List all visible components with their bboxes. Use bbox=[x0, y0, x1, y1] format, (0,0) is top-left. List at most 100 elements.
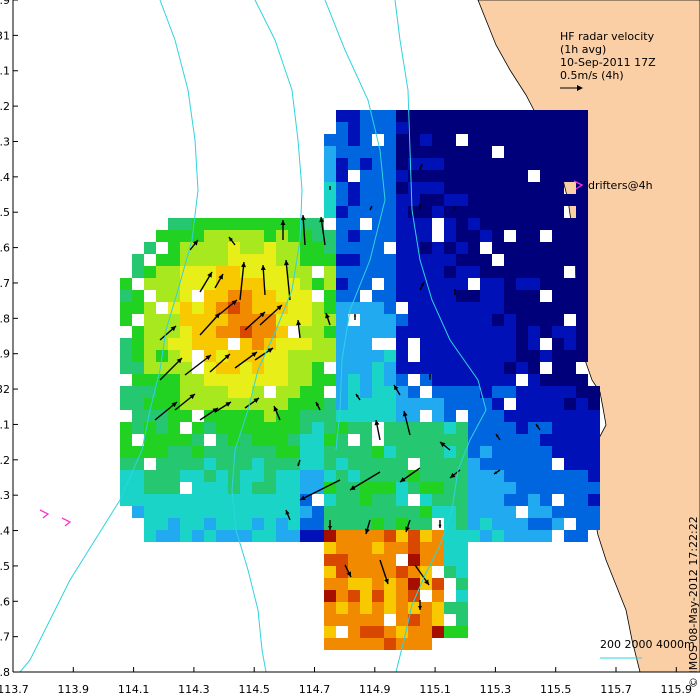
contour-2000m bbox=[231, 0, 303, 672]
radar-cell bbox=[276, 422, 288, 434]
y-tick-label: −32.5 bbox=[0, 560, 10, 573]
radar-cell bbox=[516, 398, 528, 410]
radar-cell bbox=[168, 218, 180, 230]
radar-cell bbox=[444, 326, 456, 338]
radar-cell bbox=[492, 386, 504, 398]
radar-cell bbox=[336, 398, 348, 410]
radar-cell bbox=[540, 398, 552, 410]
radar-cell bbox=[216, 410, 228, 422]
legend-title: HF radar velocity bbox=[560, 30, 655, 43]
bathymetry-contours bbox=[19, 0, 487, 672]
radar-cell bbox=[336, 386, 348, 398]
radar-cell bbox=[240, 290, 252, 302]
radar-cell bbox=[192, 230, 204, 242]
velocity-arrowhead bbox=[205, 355, 211, 361]
radar-cell bbox=[420, 470, 432, 482]
radar-cell bbox=[432, 422, 444, 434]
radar-cell bbox=[336, 614, 348, 626]
radar-cell bbox=[480, 206, 492, 218]
radar-cell bbox=[396, 482, 408, 494]
radar-cell bbox=[276, 350, 288, 362]
radar-cell bbox=[564, 290, 576, 302]
radar-cell bbox=[420, 638, 432, 650]
radar-cell bbox=[480, 230, 492, 242]
radar-cell bbox=[564, 254, 576, 266]
radar-cell bbox=[576, 482, 588, 494]
radar-cell bbox=[576, 182, 588, 194]
radar-cell bbox=[348, 542, 360, 554]
radar-cell bbox=[300, 230, 312, 242]
radar-cell bbox=[444, 566, 456, 578]
radar-cell bbox=[408, 290, 420, 302]
radar-cell bbox=[480, 302, 492, 314]
radar-cell bbox=[480, 530, 492, 542]
radar-cell bbox=[564, 434, 576, 446]
radar-cell bbox=[156, 494, 168, 506]
radar-cell bbox=[444, 398, 456, 410]
radar-cell bbox=[468, 182, 480, 194]
radar-cell bbox=[516, 422, 528, 434]
radar-cell bbox=[540, 206, 552, 218]
radar-cell bbox=[288, 350, 300, 362]
radar-cell bbox=[312, 482, 324, 494]
radar-cell bbox=[564, 242, 576, 254]
radar-cell bbox=[372, 182, 384, 194]
radar-cell bbox=[276, 494, 288, 506]
x-tick-label: 114.7 bbox=[299, 683, 331, 696]
radar-cell bbox=[276, 242, 288, 254]
radar-cell bbox=[396, 254, 408, 266]
radar-cell bbox=[396, 230, 408, 242]
radar-cell bbox=[504, 350, 516, 362]
radar-cell bbox=[360, 206, 372, 218]
radar-cell bbox=[540, 386, 552, 398]
radar-cell bbox=[456, 230, 468, 242]
radar-cell bbox=[504, 362, 516, 374]
radar-cell bbox=[240, 458, 252, 470]
radar-cell bbox=[516, 530, 528, 542]
radar-cell bbox=[228, 350, 240, 362]
radar-cell bbox=[348, 530, 360, 542]
radar-cell bbox=[156, 386, 168, 398]
radar-cell bbox=[504, 194, 516, 206]
radar-cell bbox=[120, 338, 132, 350]
radar-cell bbox=[384, 386, 396, 398]
radar-cell bbox=[384, 638, 396, 650]
velocity-arrowhead bbox=[420, 164, 423, 167]
radar-cell bbox=[168, 374, 180, 386]
radar-cell bbox=[240, 518, 252, 530]
y-tick-label: −32.8 bbox=[0, 666, 10, 679]
radar-cell bbox=[360, 362, 372, 374]
radar-cell bbox=[492, 230, 504, 242]
velocity-arrow bbox=[299, 479, 341, 501]
radar-cell bbox=[492, 434, 504, 446]
radar-cell bbox=[528, 110, 540, 122]
radar-cell bbox=[120, 398, 132, 410]
radar-cell bbox=[516, 194, 528, 206]
radar-cell bbox=[540, 146, 552, 158]
radar-cell bbox=[408, 446, 420, 458]
radar-cell bbox=[372, 326, 384, 338]
radar-cell bbox=[468, 398, 480, 410]
radar-cell bbox=[204, 482, 216, 494]
radar-cell bbox=[420, 578, 432, 590]
radar-cell bbox=[132, 350, 144, 362]
radar-cell bbox=[408, 566, 420, 578]
radar-cell bbox=[276, 470, 288, 482]
radar-cell bbox=[240, 326, 252, 338]
radar-cell bbox=[540, 314, 552, 326]
radar-cell bbox=[156, 290, 168, 302]
radar-cell bbox=[228, 278, 240, 290]
radar-cell bbox=[324, 470, 336, 482]
radar-cell bbox=[444, 290, 456, 302]
radar-cell bbox=[528, 338, 540, 350]
radar-cell bbox=[348, 206, 360, 218]
radar-cell bbox=[480, 458, 492, 470]
radar-cell bbox=[396, 110, 408, 122]
radar-cell bbox=[192, 218, 204, 230]
radar-cell bbox=[408, 638, 420, 650]
radar-cell bbox=[360, 578, 372, 590]
radar-cell bbox=[168, 530, 180, 542]
radar-cell bbox=[408, 278, 420, 290]
radar-cell bbox=[492, 446, 504, 458]
radar-cell bbox=[516, 266, 528, 278]
